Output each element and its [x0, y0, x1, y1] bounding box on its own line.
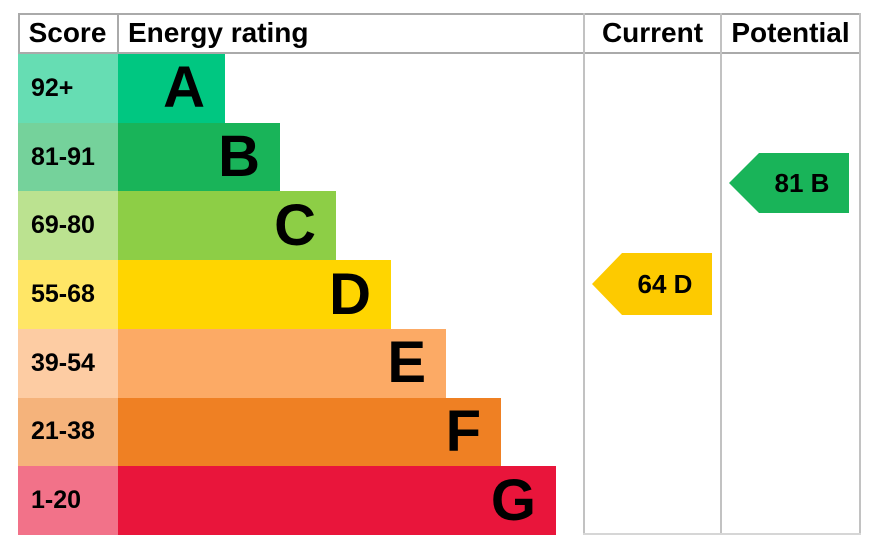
- band-row-b: 81-91 B: [18, 122, 861, 192]
- header-bottom-border: [18, 52, 861, 54]
- band-letter: B: [218, 124, 260, 190]
- potential-rating-label: 81 B: [774, 167, 830, 198]
- band-bar: E: [118, 328, 446, 398]
- energy-rating-column-header: Energy rating: [128, 17, 309, 48]
- band-bar: B: [118, 122, 280, 192]
- current-rating-arrow: 64 D: [592, 253, 712, 315]
- band-score-range: 92+: [18, 54, 118, 123]
- table-bottom-border: [583, 533, 861, 535]
- potential-rating-arrow: 81 B: [729, 153, 849, 213]
- band-row-d: 55-68 D: [18, 260, 861, 329]
- score-header-left-border: [18, 13, 20, 54]
- band-letter: C: [274, 192, 316, 258]
- band-bar: C: [118, 191, 336, 261]
- band-letter: G: [490, 467, 536, 533]
- band-bar: D: [118, 260, 391, 329]
- band-bar: G: [118, 466, 556, 536]
- band-letter: D: [329, 261, 371, 327]
- table-right-border: [859, 13, 861, 535]
- band-score-range: 55-68: [18, 260, 118, 329]
- band-bar: A: [118, 54, 225, 123]
- table-top-border: [18, 13, 861, 15]
- band-row-f: 21-38 F: [18, 397, 861, 467]
- potential-column-divider: [720, 13, 722, 535]
- current-rating-label: 64 D: [637, 268, 693, 299]
- current-column-divider: [583, 13, 585, 535]
- potential-column-header: Potential: [731, 17, 850, 48]
- band-rows: 92+ A 81-91 B 69-80 C 55-68 D 39-54: [18, 54, 861, 536]
- band-score-range: 81-91: [18, 122, 118, 192]
- score-column-header: Score: [28, 17, 107, 48]
- band-bar: F: [118, 397, 501, 467]
- band-letter: A: [163, 55, 205, 121]
- band-score-range: 69-80: [18, 191, 118, 261]
- band-row-a: 92+ A: [18, 54, 861, 123]
- band-letter: F: [445, 398, 481, 464]
- band-row-e: 39-54 E: [18, 328, 861, 398]
- band-letter: E: [387, 330, 426, 396]
- band-score-range: 1-20: [18, 466, 118, 536]
- score-rating-divider: [117, 13, 119, 54]
- band-row-c: 69-80 C: [18, 191, 861, 261]
- current-column-header: Current: [601, 17, 704, 48]
- band-row-g: 1-20 G: [18, 466, 861, 536]
- band-score-range: 21-38: [18, 397, 118, 467]
- band-score-range: 39-54: [18, 328, 118, 398]
